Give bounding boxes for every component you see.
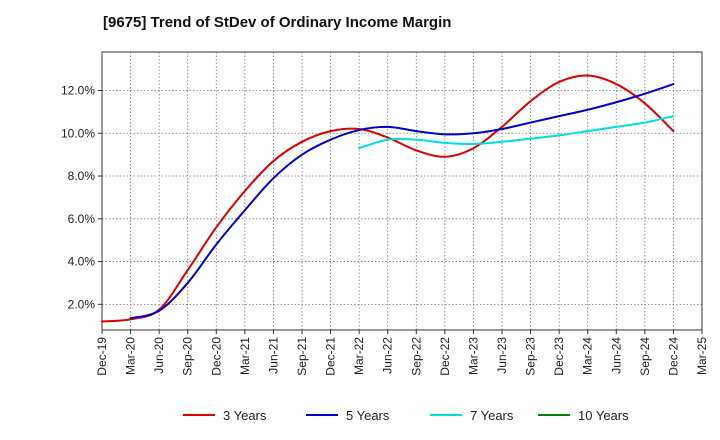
x-tick-label: Sep-20 bbox=[181, 337, 195, 376]
legend-label-10-years: 10 Years bbox=[578, 408, 629, 423]
chart-title: [9675] Trend of StDev of Ordinary Income… bbox=[103, 14, 452, 31]
x-tick-label: Mar-21 bbox=[238, 337, 252, 375]
x-tick-label: Mar-20 bbox=[124, 337, 138, 375]
x-tick-label: Mar-24 bbox=[581, 337, 595, 375]
x-tick-label: Jun-24 bbox=[609, 337, 623, 374]
grid-lines bbox=[102, 52, 702, 330]
y-tick-label: 12.0% bbox=[61, 83, 95, 97]
x-tick-label: Sep-23 bbox=[524, 337, 538, 376]
y-tick-label: 8.0% bbox=[68, 169, 96, 183]
x-tick-label: Dec-20 bbox=[209, 337, 223, 376]
x-tick-label: Jun-22 bbox=[381, 337, 395, 374]
x-tick-label: Sep-24 bbox=[638, 337, 652, 376]
series-line-5-years bbox=[129, 83, 675, 320]
x-tick-label: Dec-23 bbox=[552, 337, 566, 376]
axes bbox=[101, 51, 703, 331]
y-tick-label: 10.0% bbox=[61, 126, 95, 140]
series-line-7-years bbox=[358, 115, 675, 150]
x-tick-label: Mar-23 bbox=[466, 337, 480, 375]
x-tick-label: Mar-22 bbox=[352, 337, 366, 375]
x-axis-ticks: Dec-19 Mar-20 Jun-20 Sep-20 Dec-20 Mar-21 Jun-… bbox=[95, 330, 709, 376]
series-line-3-years bbox=[101, 74, 675, 323]
legend-label-3-years: 3 Years bbox=[223, 408, 267, 423]
y-tick-label: 2.0% bbox=[68, 297, 96, 311]
plot-frame bbox=[101, 51, 703, 331]
x-tick-label: Mar-25 bbox=[695, 337, 709, 375]
x-tick-label: Jun-23 bbox=[495, 337, 509, 374]
x-tick-label: Sep-21 bbox=[295, 337, 309, 376]
x-tick-label: Sep-22 bbox=[409, 337, 423, 376]
x-tick-label: Dec-19 bbox=[95, 337, 109, 376]
y-tick-label: 6.0% bbox=[68, 212, 96, 226]
x-tick-label: Dec-22 bbox=[438, 337, 452, 376]
x-tick-label: Jun-21 bbox=[266, 337, 280, 374]
series-lines bbox=[101, 74, 675, 323]
y-axis-ticks: 2.0% 4.0% 6.0% 8.0% 10.0% 12.0% bbox=[61, 83, 102, 311]
legend-label-7-years: 7 Years bbox=[470, 408, 514, 423]
x-tick-label: Jun-20 bbox=[152, 337, 166, 374]
y-tick-label: 4.0% bbox=[68, 255, 96, 269]
x-tick-label: Dec-21 bbox=[324, 337, 338, 376]
legend-label-5-years: 5 Years bbox=[346, 408, 390, 423]
x-tick-label: Dec-24 bbox=[666, 337, 680, 376]
legend: 3 Years 5 Years 7 Years 10 Years bbox=[183, 408, 629, 423]
